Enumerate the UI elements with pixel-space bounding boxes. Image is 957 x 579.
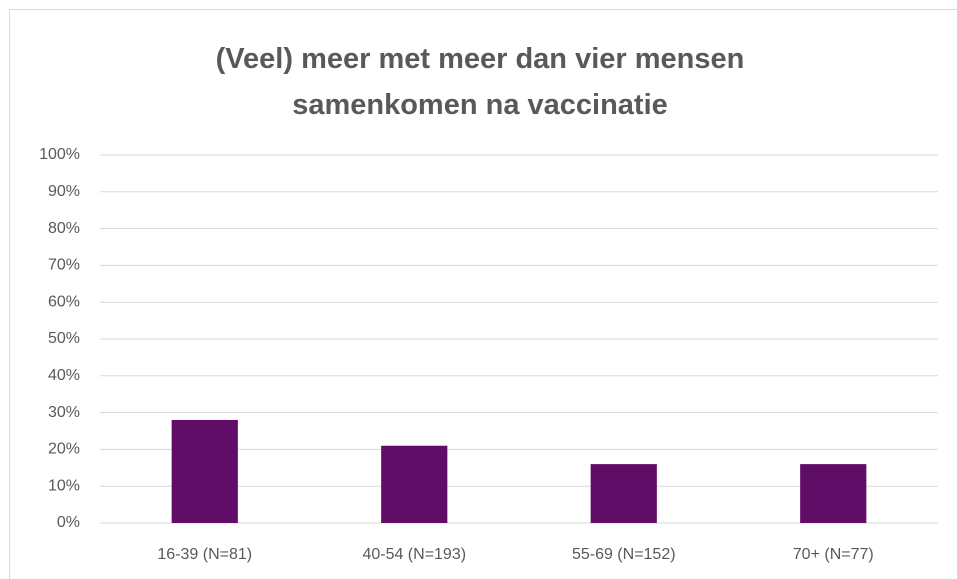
chart-title: (Veel) meer met meer dan vier mensen sam…: [215, 43, 745, 121]
y-tick-label: 20%: [48, 441, 80, 458]
chart-border: [9, 9, 957, 579]
bar: [171, 419, 238, 523]
bar: [800, 464, 867, 523]
y-tick-label: 90%: [48, 183, 80, 200]
y-tick-label: 0%: [57, 514, 80, 531]
bar: [381, 445, 448, 523]
y-tick-label: 30%: [48, 404, 80, 421]
y-tick-label: 80%: [48, 220, 80, 237]
y-tick-label: 40%: [48, 367, 80, 384]
y-tick-label: 60%: [48, 293, 80, 310]
y-tick-label: 100%: [39, 146, 80, 163]
y-tick-label: 50%: [48, 330, 80, 347]
x-tick-label: 40-54 (N=193): [362, 546, 466, 563]
x-tick-label: 55-69 (N=152): [572, 546, 676, 563]
x-tick-label: 16-39 (N=81): [157, 546, 252, 563]
y-tick-label: 10%: [48, 477, 80, 494]
bar: [590, 464, 657, 523]
x-tick-label: 70+ (N=77): [793, 546, 874, 563]
y-tick-label: 70%: [48, 257, 80, 274]
